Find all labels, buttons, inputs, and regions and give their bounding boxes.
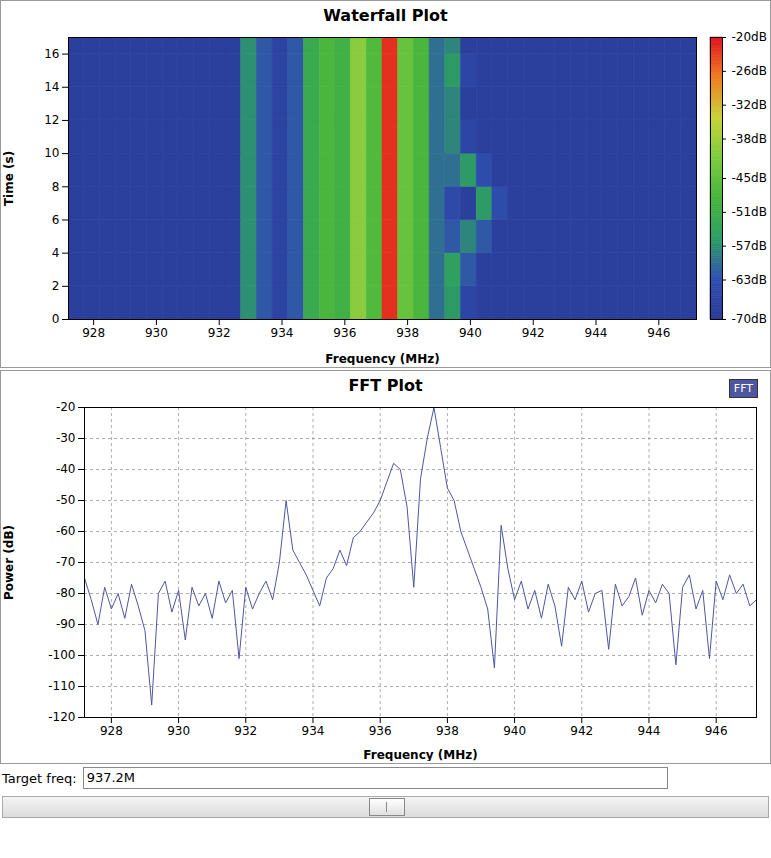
svg-text:10: 10: [44, 146, 59, 160]
svg-text:-50: -50: [56, 493, 76, 507]
svg-text:14: 14: [44, 80, 59, 94]
svg-text:-120: -120: [48, 710, 75, 724]
svg-text:-38dB: -38dB: [732, 132, 767, 146]
html-text:Waterfall Plot: Waterfall Plot: [323, 6, 448, 25]
svg-text:-51dB: -51dB: [732, 205, 767, 219]
svg-text:-70dB: -70dB: [732, 312, 767, 326]
svg-text:-60: -60: [56, 524, 76, 538]
html-text:Target freq:: Target freq:: [2, 770, 77, 786]
svg-text:944: 944: [585, 326, 608, 340]
svg-text:-63dB: -63dB: [732, 273, 767, 287]
svg-text:-20dB: -20dB: [732, 31, 767, 44]
svg-text:-20: -20: [56, 401, 76, 414]
svg-text:8: 8: [52, 180, 60, 194]
svg-text:Time (s): Time (s): [2, 151, 16, 206]
svg-text:12: 12: [44, 113, 59, 127]
svg-text:-45dB: -45dB: [732, 171, 767, 185]
svg-text:940: 940: [459, 326, 482, 340]
svg-text:932: 932: [208, 326, 231, 340]
svg-text:930: 930: [145, 326, 168, 340]
svg-text:Frequency (MHz): Frequency (MHz): [325, 352, 439, 366]
svg-text:16: 16: [44, 47, 59, 61]
svg-text:934: 934: [302, 724, 325, 738]
svg-text:934: 934: [271, 326, 294, 340]
svg-text:946: 946: [647, 326, 670, 340]
svg-text:938: 938: [396, 326, 419, 340]
svg-text:4: 4: [52, 246, 60, 260]
svg-text:942: 942: [522, 326, 545, 340]
svg-text:936: 936: [333, 326, 356, 340]
svg-text:-90: -90: [56, 617, 76, 631]
svg-text:Power (dB): Power (dB): [2, 525, 16, 600]
svg-text:2: 2: [52, 279, 60, 293]
svg-text:942: 942: [570, 724, 593, 738]
svg-text:Frequency (MHz): Frequency (MHz): [363, 748, 477, 762]
svg-text:940: 940: [503, 724, 526, 738]
svg-text:938: 938: [436, 724, 459, 738]
svg-text:-32dB: -32dB: [732, 98, 767, 112]
svg-text:928: 928: [100, 724, 123, 738]
svg-text:-57dB: -57dB: [732, 239, 767, 253]
svg-text:-26dB: -26dB: [732, 64, 767, 78]
html-text:FFT: FFT: [733, 382, 753, 395]
svg-text:946: 946: [705, 724, 728, 738]
svg-text:-110: -110: [48, 679, 75, 693]
svg-text:0: 0: [52, 312, 60, 326]
svg-text:-100: -100: [48, 648, 75, 662]
html-text:FFT Plot: FFT Plot: [348, 376, 423, 395]
svg-text:6: 6: [52, 213, 60, 227]
svg-text:-70: -70: [56, 555, 76, 569]
svg-text:936: 936: [369, 724, 392, 738]
svg-text:-80: -80: [56, 586, 76, 600]
svg-text:944: 944: [638, 724, 661, 738]
svg-text:-40: -40: [56, 462, 76, 476]
svg-text:-30: -30: [56, 431, 76, 445]
svg-text:928: 928: [82, 326, 105, 340]
svg-text:932: 932: [234, 724, 257, 738]
html-text:937.2M: 937.2M: [86, 770, 136, 785]
svg-text:930: 930: [167, 724, 190, 738]
